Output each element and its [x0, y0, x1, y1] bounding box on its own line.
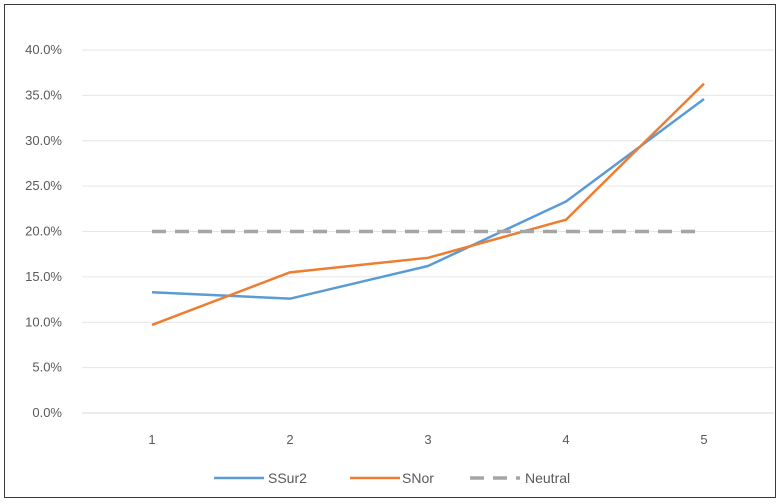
y-tick-label: 5.0%: [32, 360, 62, 375]
y-tick-label: 25.0%: [25, 178, 62, 193]
legend: SSur2 SNor Neutral: [214, 470, 570, 486]
x-tick-label: 4: [562, 432, 569, 447]
legend-label-snor: SNor: [402, 470, 434, 486]
series-line-snor: [151, 82, 705, 327]
y-tick-label: 30.0%: [25, 133, 62, 148]
legend-label-ssur2: SSur2: [268, 470, 307, 486]
series-lines: [151, 82, 705, 327]
y-axis-ticks: 0.0% 5.0% 10.0% 15.0% 20.0% 25.0% 30.0% 35.0% 40…: [25, 42, 62, 420]
y-tick-label: 15.0%: [25, 269, 62, 284]
x-tick-label: 1: [148, 432, 155, 447]
series-line-ssur2: [151, 98, 705, 300]
y-tick-label: 20.0%: [25, 224, 62, 239]
legend-label-neutral: Neutral: [525, 470, 570, 486]
x-tick-label: 5: [700, 432, 707, 447]
y-tick-label: 40.0%: [25, 42, 62, 57]
y-tick-label: 35.0%: [25, 87, 62, 102]
x-axis-ticks: 1 2 3 4 5: [148, 432, 707, 447]
y-tick-label: 10.0%: [25, 314, 62, 329]
gridlines: [82, 49, 774, 414]
y-tick-label: 0.0%: [32, 405, 62, 420]
x-tick-label: 2: [286, 432, 293, 447]
chart-frame: [4, 4, 776, 498]
x-tick-label: 3: [424, 432, 431, 447]
